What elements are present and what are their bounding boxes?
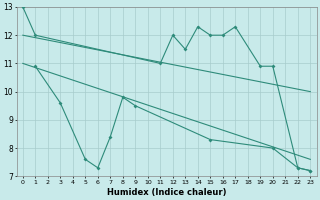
X-axis label: Humidex (Indice chaleur): Humidex (Indice chaleur) <box>107 188 226 197</box>
